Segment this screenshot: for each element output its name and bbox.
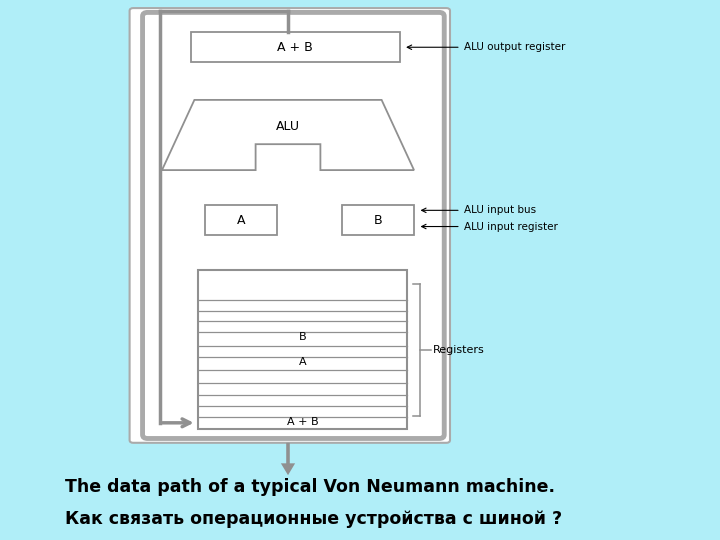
- Text: ALU output register: ALU output register: [464, 42, 566, 52]
- Text: A + B: A + B: [287, 417, 318, 427]
- Text: ALU input bus: ALU input bus: [464, 205, 536, 215]
- Text: Как связать операционные устройства с шиной ?: Как связать операционные устройства с ши…: [65, 510, 562, 528]
- Text: The data path of a typical Von Neumann machine.: The data path of a typical Von Neumann m…: [65, 478, 555, 496]
- FancyArrow shape: [238, 273, 252, 302]
- Bar: [198, 270, 407, 429]
- Text: B: B: [299, 333, 306, 342]
- FancyBboxPatch shape: [130, 8, 450, 443]
- FancyArrow shape: [238, 338, 252, 367]
- Polygon shape: [162, 100, 414, 170]
- FancyArrow shape: [367, 273, 382, 302]
- Text: A: A: [299, 357, 306, 367]
- Text: ALU input register: ALU input register: [464, 221, 558, 232]
- Text: A + B: A + B: [277, 40, 313, 54]
- Text: Registers: Registers: [433, 345, 485, 355]
- Text: A: A: [237, 213, 246, 227]
- FancyArrow shape: [367, 338, 382, 367]
- Bar: [342, 205, 414, 235]
- FancyArrow shape: [281, 443, 295, 475]
- Bar: [205, 205, 277, 235]
- Bar: [191, 32, 400, 62]
- Text: B: B: [374, 213, 382, 227]
- Text: ALU: ALU: [276, 120, 300, 133]
